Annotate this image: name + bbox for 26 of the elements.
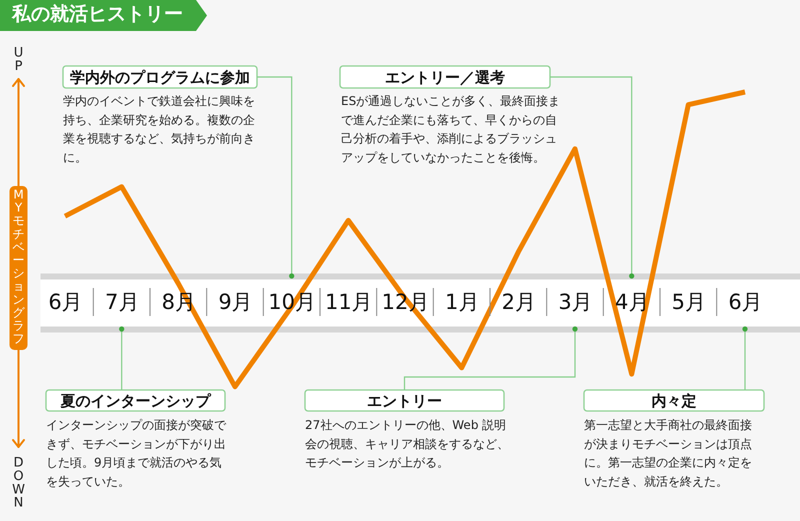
x-tick-label: 7月 (104, 290, 140, 314)
x-tick-label: 11月 (324, 290, 373, 314)
x-tick-label: 5月 (672, 290, 706, 314)
text: 学内外のプログラムに参加 (70, 68, 250, 86)
chart-title: 私の就活ヒストリー (11, 3, 183, 25)
text: MYモチベーショングラフ (12, 188, 24, 346)
x-tick-label: 12月 (382, 290, 430, 314)
text: エントリー／選考 (385, 68, 505, 86)
text: UP (14, 46, 24, 74)
text: DOWN (12, 456, 26, 511)
text: 夏のインターンシップ (60, 392, 212, 410)
text: インターンシップの面接が突破できず、モチベーションが下がり出した頃。9月頃まで就活のやる気を失っていた。 (46, 418, 227, 488)
x-tick-label: 2月 (502, 290, 536, 314)
x-tick-label: 9月 (218, 290, 253, 314)
annotation: 学内のイベントで鉄道会社に興味を持ち、企業研究を始める。複数の企業を視聴するなど、気持ちが前向きに。 (63, 94, 255, 164)
text: 第一志望と大手商社の最終面接が決まりモチベーションは頂点に。第一志望の企業に内々定をいただき、就活を終えた。 (584, 418, 752, 488)
text: 内々定 (652, 392, 696, 410)
text: エントリー (367, 392, 442, 410)
x-tick-label: 6月 (48, 290, 83, 314)
x-tick-label: 1月 (444, 290, 480, 314)
x-tick-label: 3月 (558, 290, 593, 314)
x-tick-label: 10月 (268, 290, 316, 314)
x-tick-label: 4月 (614, 290, 650, 314)
text: 27社へのエントリーの他、Web 説明会の視聴、キャリア相談をするなど、モチベーションが上がる。 (305, 418, 509, 470)
annotation: ESが通過しないことが多く、最終面接まで進んだ企業にも落ちて、早くからの自己分析の着手や、添削によるブラッシュアップをしていなかったことを後悔。 (341, 94, 560, 164)
x-tick-label: 6月 (728, 290, 763, 314)
